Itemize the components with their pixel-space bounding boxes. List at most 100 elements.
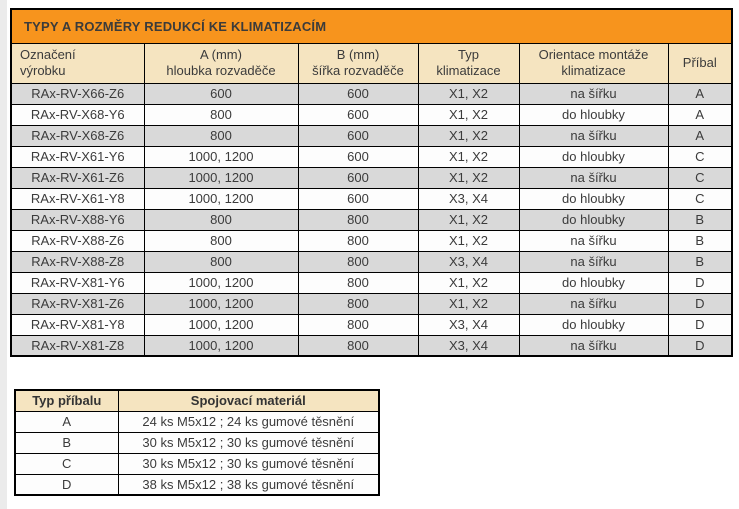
table-cell: RAx-RV-X88-Z8 [10, 250, 145, 273]
table-row: RAx-RV-X81-Z8 1000, 1200 800 X3, X4 na šířku… [10, 334, 733, 357]
table-row: D 38 ks M5x12 ; 38 ks gumové těsnění [14, 473, 380, 496]
table-row: RAx-RV-X88-Z8 800 800 X3, X4 na šířku B [10, 250, 733, 273]
table-cell: RAx-RV-X68-Y6 [10, 103, 145, 126]
column-header-orientation: Orientace montáže klimatizace [518, 42, 669, 84]
table-header-row: Typ příbalu Spojovací materiál [14, 389, 380, 412]
column-header-width-b: B (mm) šířka rozvaděče [297, 42, 419, 84]
table-cell: X1, X2 [417, 208, 520, 231]
table-cell: 600 [297, 166, 419, 189]
table-cell: A [667, 103, 733, 126]
table-cell: na šířku [518, 292, 669, 315]
table-row: RAx-RV-X61-Y6 1000, 1200 600 X1, X2 do hloub… [10, 145, 733, 168]
table-row: C 30 ks M5x12 ; 30 ks gumové těsnění [14, 452, 380, 475]
column-header-depth-a: A (mm) hloubka rozvaděče [143, 42, 299, 84]
table-title: TYPY A ROZMĚRY REDUKCÍ KE KLIMATIZACÍM [10, 8, 733, 44]
column-header-line: výrobku [20, 63, 66, 78]
column-header-line: hloubka rozvaděče [166, 63, 276, 78]
table-cell: B [667, 208, 733, 231]
table-cell: 800 [143, 124, 299, 147]
table-cell: B [667, 250, 733, 273]
table-cell: 800 [143, 229, 299, 252]
table-cell: 800 [297, 250, 419, 273]
table-cell: 1000, 1200 [143, 145, 299, 168]
table-cell: B [14, 431, 119, 454]
table-cell: X1, X2 [417, 166, 520, 189]
column-header-line: A (mm) [200, 46, 242, 62]
table-cell: na šířku [518, 250, 669, 273]
table-cell: 1000, 1200 [143, 334, 299, 357]
table-cell: na šířku [518, 229, 669, 252]
column-header-ac-type: Typ klimatizace [417, 42, 520, 84]
table-cell: RAx-RV-X61-Z6 [10, 166, 145, 189]
table-row: RAx-RV-X61-Z6 1000, 1200 600 X1, X2 na šířku… [10, 166, 733, 189]
table-cell: 30 ks M5x12 ; 30 ks gumové těsnění [117, 431, 380, 454]
table-cell: X1, X2 [417, 82, 520, 105]
document-content: TYPY A ROZMĚRY REDUKCÍ KE KLIMATIZACÍM O… [10, 8, 734, 496]
table-row: RAx-RV-X68-Z6 800 600 X1, X2 na šířku A [10, 124, 733, 147]
table-cell: 600 [297, 124, 419, 147]
reductions-table-body: RAx-RV-X66-Z6 600 600 X1, X2 na šířku A RAx-RV… [10, 82, 733, 357]
table-row: RAx-RV-X88-Y6 800 800 X1, X2 do hloubky B [10, 208, 733, 231]
table-cell: do hloubky [518, 103, 669, 126]
table-cell: B [667, 229, 733, 252]
table-row: RAx-RV-X61-Y8 1000, 1200 600 X3, X4 do hloub… [10, 187, 733, 210]
table-cell: X3, X4 [417, 334, 520, 357]
table-cell: RAx-RV-X66-Z6 [10, 82, 145, 105]
column-header-line: Označení [20, 46, 76, 62]
table-title-row: TYPY A ROZMĚRY REDUKCÍ KE KLIMATIZACÍM [10, 8, 733, 44]
table-cell: RAx-RV-X68-Z6 [10, 124, 145, 147]
table-row: RAx-RV-X81-Z6 1000, 1200 800 X1, X2 na šířku… [10, 292, 733, 315]
table-cell: 800 [143, 103, 299, 126]
column-header-line: B (mm) [336, 46, 380, 62]
table-row: RAx-RV-X66-Z6 600 600 X1, X2 na šířku A [10, 82, 733, 105]
table-cell: X1, X2 [417, 229, 520, 252]
reductions-table: TYPY A ROZMĚRY REDUKCÍ KE KLIMATIZACÍM O… [10, 8, 734, 357]
column-header-line: Orientace montáže [538, 46, 649, 62]
table-cell: D [14, 473, 119, 496]
table-cell: 600 [297, 82, 419, 105]
table-cell: 800 [297, 229, 419, 252]
table-cell: C [667, 145, 733, 168]
table-row: A 24 ks M5x12 ; 24 ks gumové těsnění [14, 410, 380, 433]
table-row: B 30 ks M5x12 ; 30 ks gumové těsnění [14, 431, 380, 454]
table-cell: D [667, 313, 733, 336]
table-cell: X3, X4 [417, 313, 520, 336]
table-cell: X1, X2 [417, 271, 520, 294]
table-cell: 800 [297, 271, 419, 294]
table-header-row: Označení výrobku A (mm) hloubka rozvaděč… [10, 42, 733, 84]
table-cell: A [14, 410, 119, 433]
table-cell: 800 [297, 313, 419, 336]
table-cell: 1000, 1200 [143, 187, 299, 210]
column-header-line: šířka rozvaděče [312, 63, 404, 78]
table-cell: 600 [297, 103, 419, 126]
table-cell: do hloubky [518, 271, 669, 294]
table-cell: RAx-RV-X61-Y6 [10, 145, 145, 168]
table-cell: A [667, 82, 733, 105]
table-cell: C [667, 187, 733, 210]
table-cell: X1, X2 [417, 145, 520, 168]
column-header-line: klimatizace [436, 63, 501, 78]
table-cell: RAx-RV-X88-Z6 [10, 229, 145, 252]
column-header-joining-material: Spojovací materiál [117, 389, 380, 412]
package-material-table: Typ příbalu Spojovací materiál A 24 ks M5… [14, 389, 380, 496]
column-header-line: Příbal [682, 54, 717, 70]
table-cell: X1, X2 [417, 103, 520, 126]
table-cell: 30 ks M5x12 ; 30 ks gumové těsnění [117, 452, 380, 475]
table-cell: X1, X2 [417, 124, 520, 147]
table-row: RAx-RV-X81-Y6 1000, 1200 800 X1, X2 do hloub… [10, 271, 733, 294]
table-row: RAx-RV-X68-Y6 800 600 X1, X2 do hloubky A [10, 103, 733, 126]
table-cell: 800 [143, 208, 299, 231]
table-cell: na šířku [518, 82, 669, 105]
column-header-line: Typ [458, 46, 479, 62]
package-material-table-body: A 24 ks M5x12 ; 24 ks gumové těsnění B 30 k… [14, 410, 380, 496]
table-cell: do hloubky [518, 145, 669, 168]
table-cell: D [667, 334, 733, 357]
table-cell: 1000, 1200 [143, 166, 299, 189]
table-cell: 800 [297, 208, 419, 231]
table-cell: C [14, 452, 119, 475]
table-cell: X1, X2 [417, 292, 520, 315]
table-cell: D [667, 292, 733, 315]
table-cell: 600 [297, 187, 419, 210]
table-cell: D [667, 271, 733, 294]
column-header-product: Označení výrobku [10, 42, 145, 84]
